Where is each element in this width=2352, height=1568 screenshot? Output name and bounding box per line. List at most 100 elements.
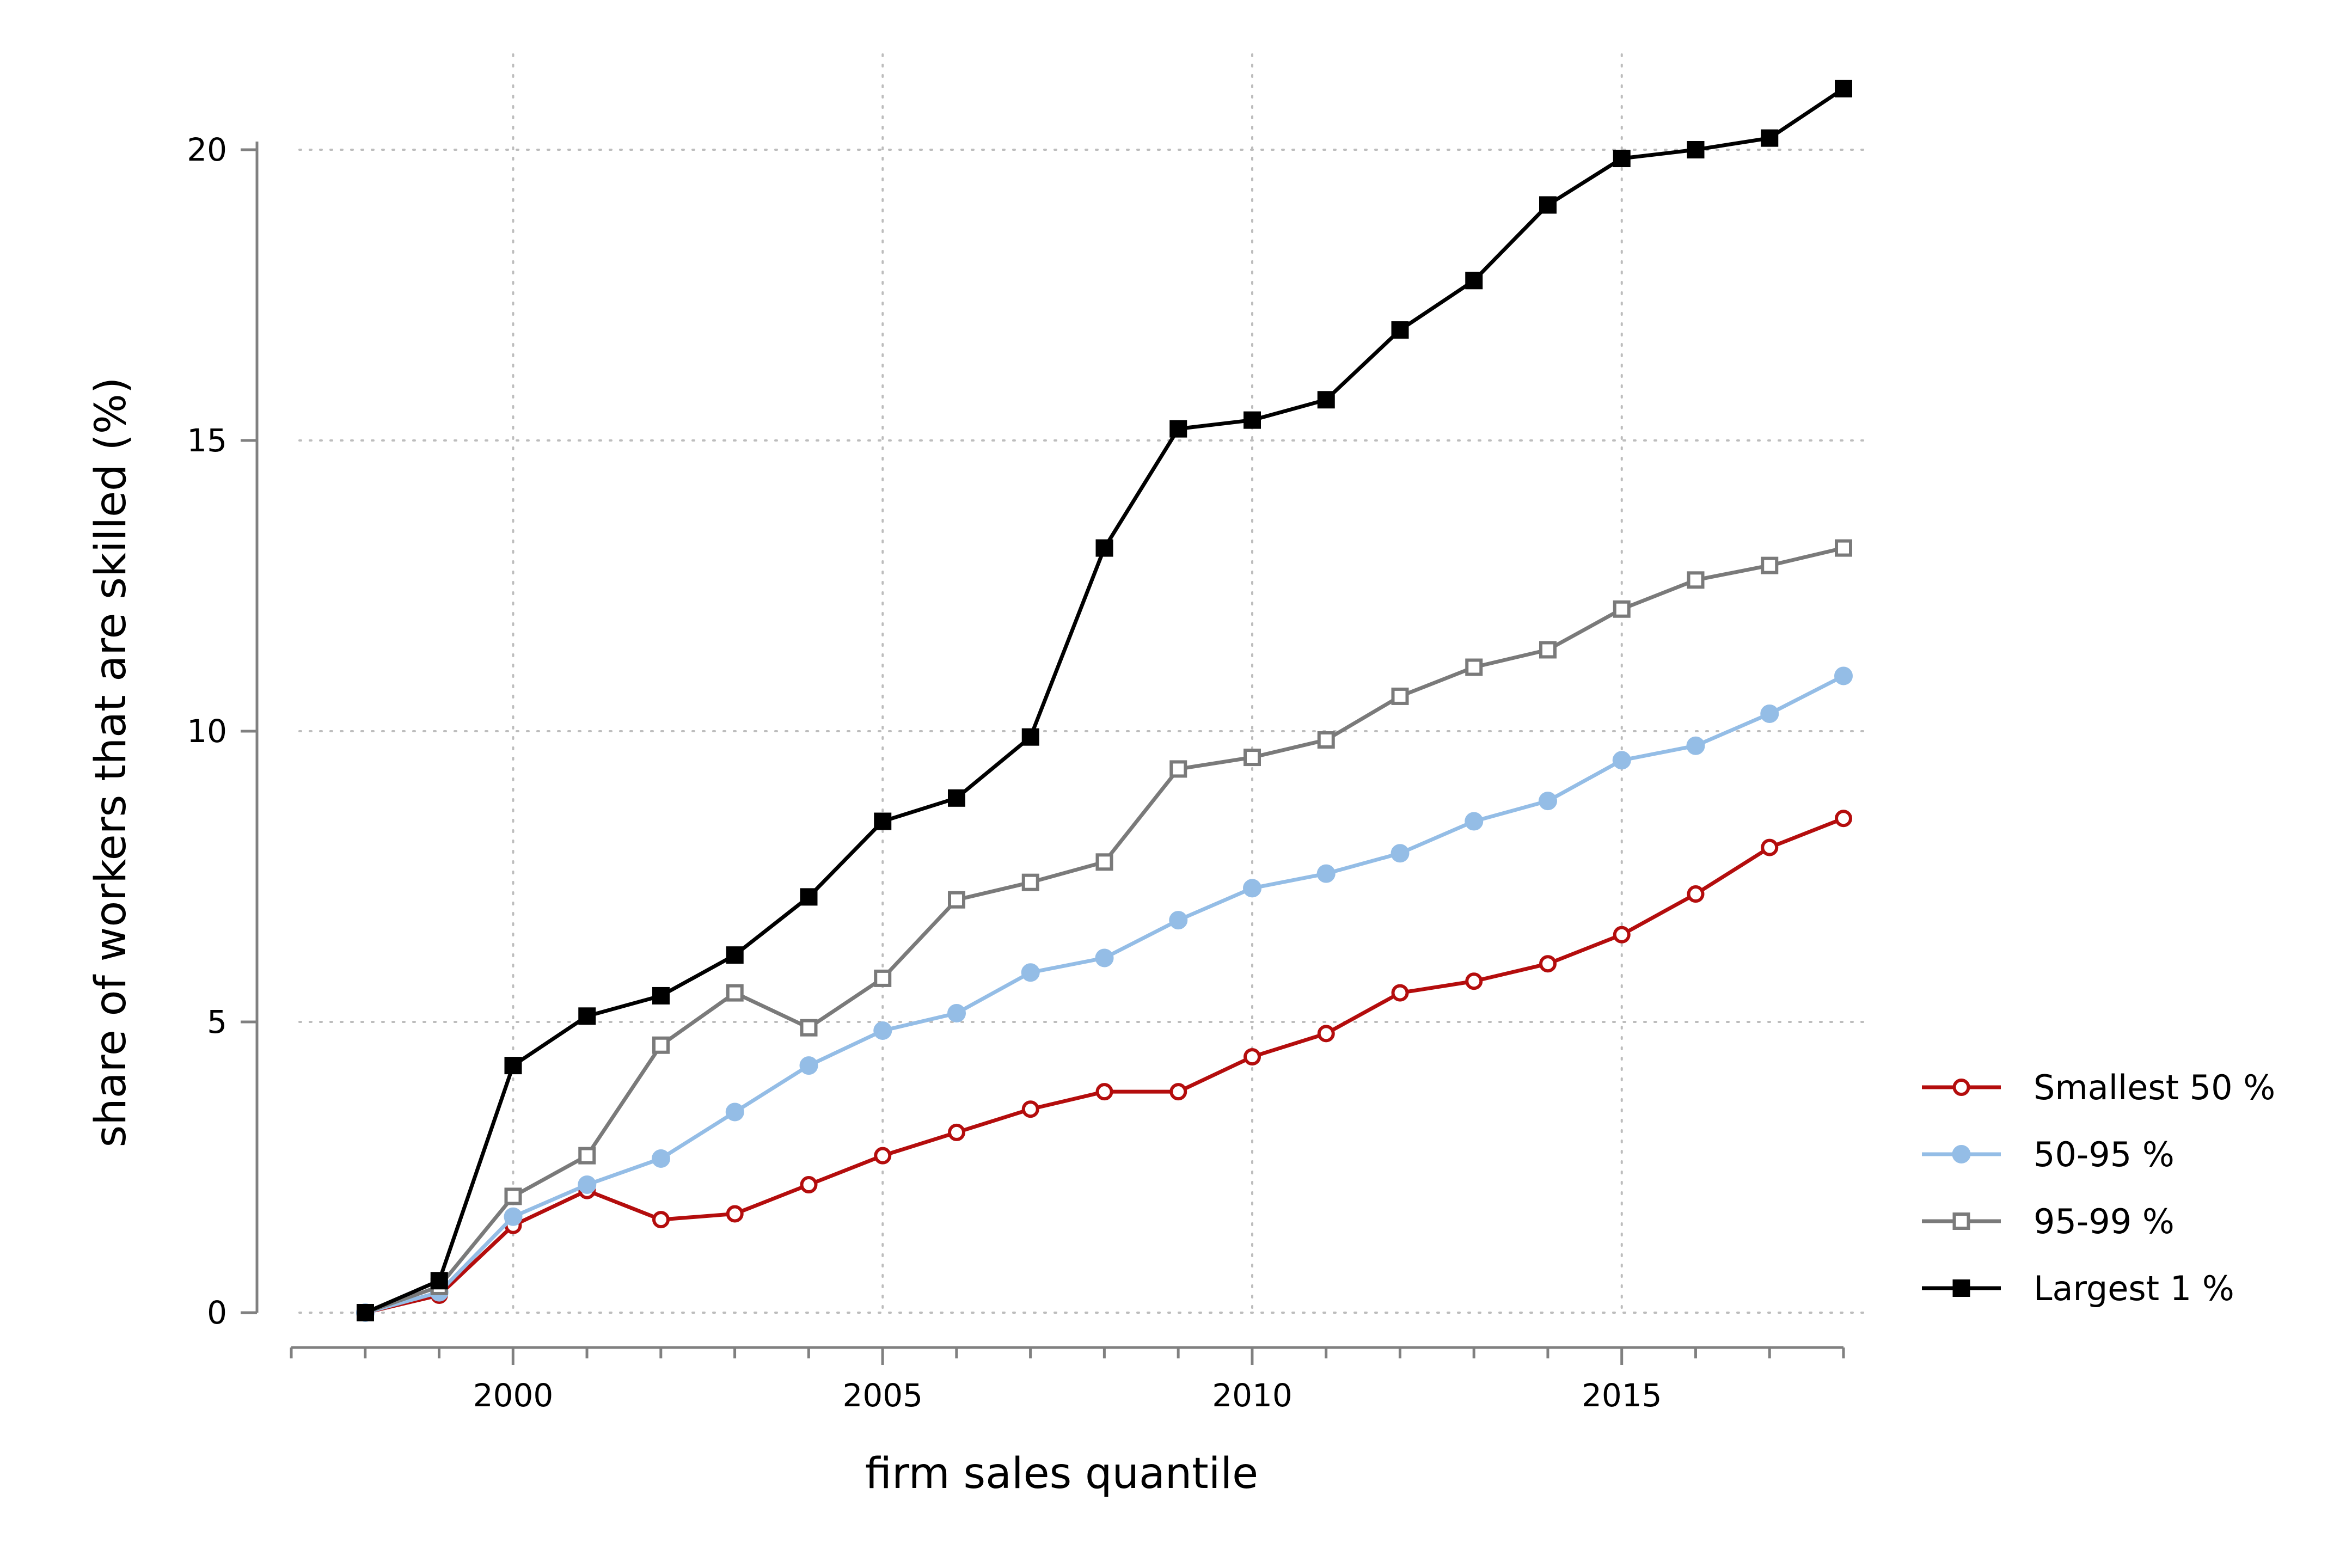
series-3-point-4 <box>652 987 670 1004</box>
series-0-point-17 <box>1613 926 1631 944</box>
series-1-point-20 <box>1834 666 1853 685</box>
legend-marker-1 <box>1952 1145 1971 1163</box>
series-line-1 <box>365 674 1845 1315</box>
series-2-point-8 <box>948 891 965 909</box>
series-3-point-2 <box>504 1057 522 1075</box>
series-2-point-18 <box>1687 571 1705 589</box>
series-0-point-4 <box>652 1211 670 1229</box>
series-1-point-7 <box>873 1021 892 1040</box>
series-0-point-11 <box>1169 1083 1187 1101</box>
series-2-point-2 <box>504 1187 522 1205</box>
series-2-point-13 <box>1317 731 1335 749</box>
series-0-point-15 <box>1465 972 1483 990</box>
legend-marker-2 <box>1952 1212 1970 1230</box>
series-0 <box>357 810 1852 1321</box>
series-2-point-11 <box>1169 760 1187 778</box>
series-0-point-14 <box>1391 984 1409 1002</box>
gridlines <box>298 53 1866 1314</box>
series-1-point-4 <box>652 1149 670 1168</box>
series-2-point-6 <box>800 1019 818 1037</box>
series-2-point-9 <box>1021 873 1039 891</box>
series-3-point-11 <box>1169 420 1187 438</box>
legend-label-1: 50-95 % <box>2033 1135 2175 1174</box>
x-tick-label-2: 2010 <box>1212 1377 1293 1414</box>
series-3-point-10 <box>1095 539 1113 557</box>
series-0-point-8 <box>948 1123 965 1141</box>
series-2-point-4 <box>652 1036 670 1054</box>
series-0-point-18 <box>1687 885 1705 903</box>
y-tick-label-0: 0 <box>207 1294 227 1331</box>
series-3 <box>357 79 1852 1321</box>
y-tick-label-4: 20 <box>187 131 227 168</box>
legend-label-0: Smallest 50 % <box>2033 1068 2275 1107</box>
legend-marker-0 <box>1952 1079 1970 1096</box>
plot-area <box>356 79 1853 1322</box>
legend: Smallest 50 % 50-95 % 95-99 % Largest 1 % <box>1922 1068 2275 1308</box>
series-2-point-15 <box>1465 658 1483 676</box>
y-tick-label-3: 15 <box>187 422 227 459</box>
series-1-point-2 <box>504 1207 523 1226</box>
x-tick-label-3: 2015 <box>1582 1377 1662 1414</box>
series-1-point-5 <box>725 1102 744 1122</box>
series-2-point-3 <box>578 1147 596 1165</box>
series-2-point-20 <box>1835 539 1852 557</box>
series-1 <box>356 666 1853 1322</box>
series-3-point-12 <box>1244 411 1261 429</box>
series-0-point-7 <box>874 1147 892 1165</box>
series-0-point-12 <box>1244 1048 1261 1066</box>
series-1-point-13 <box>1316 864 1336 883</box>
series-1-point-16 <box>1539 792 1557 811</box>
x-tick-label-1: 2005 <box>842 1377 923 1414</box>
series-3-point-0 <box>357 1304 374 1321</box>
series-3-point-1 <box>430 1272 448 1290</box>
series-0-point-19 <box>1761 838 1779 856</box>
series-1-point-11 <box>1169 911 1188 930</box>
axes: 0 5 10 15 20 2000 2005 2010 2015 <box>187 131 1845 1414</box>
series-3-point-15 <box>1465 272 1483 290</box>
series-0-point-20 <box>1835 810 1852 828</box>
series-0-point-10 <box>1095 1083 1113 1101</box>
series-1-point-18 <box>1686 736 1705 755</box>
series-1-point-8 <box>947 1003 966 1022</box>
series-2-point-5 <box>726 984 744 1002</box>
series-0-point-9 <box>1021 1100 1039 1118</box>
series-3-point-6 <box>800 888 818 906</box>
legend-item-2: 95-99 % <box>1922 1202 2175 1241</box>
series-1-point-9 <box>1021 963 1040 982</box>
series-0-point-5 <box>726 1205 744 1223</box>
series-2-point-19 <box>1761 556 1779 574</box>
legend-label-3: Largest 1 % <box>2033 1269 2234 1308</box>
series-1-point-19 <box>1760 704 1779 723</box>
y-tick-label-2: 10 <box>187 713 227 750</box>
series-3-point-7 <box>874 812 892 830</box>
legend-item-1: 50-95 % <box>1922 1135 2175 1174</box>
series-2-point-17 <box>1613 600 1631 618</box>
series-3-point-13 <box>1317 391 1335 409</box>
series-3-point-19 <box>1761 129 1779 147</box>
x-axis-title: firm sales quantile <box>865 1449 1258 1498</box>
series-3-point-17 <box>1613 150 1631 168</box>
series-1-point-12 <box>1243 879 1261 898</box>
series-3-point-8 <box>948 789 965 807</box>
series-3-point-20 <box>1835 79 1852 97</box>
series-3-point-18 <box>1687 141 1705 158</box>
legend-item-3: Largest 1 % <box>1922 1269 2234 1308</box>
series-2-point-16 <box>1539 641 1557 659</box>
series-0-point-16 <box>1539 955 1557 973</box>
series-3-point-3 <box>578 1007 596 1025</box>
legend-marker-3 <box>1952 1279 1970 1297</box>
series-0-point-13 <box>1317 1025 1335 1043</box>
series-1-point-3 <box>578 1175 597 1195</box>
series-3-point-5 <box>726 946 744 964</box>
series-1-point-14 <box>1391 844 1410 863</box>
y-tick-label-1: 5 <box>207 1003 227 1040</box>
series-2-point-10 <box>1095 853 1113 871</box>
series-0-point-6 <box>800 1176 818 1194</box>
series-3-point-14 <box>1391 321 1409 339</box>
series-2-point-14 <box>1391 687 1409 705</box>
y-axis-title: share of workers that are skilled (%) <box>87 377 136 1148</box>
series-1-point-17 <box>1612 751 1631 770</box>
series-1-point-15 <box>1465 812 1484 831</box>
